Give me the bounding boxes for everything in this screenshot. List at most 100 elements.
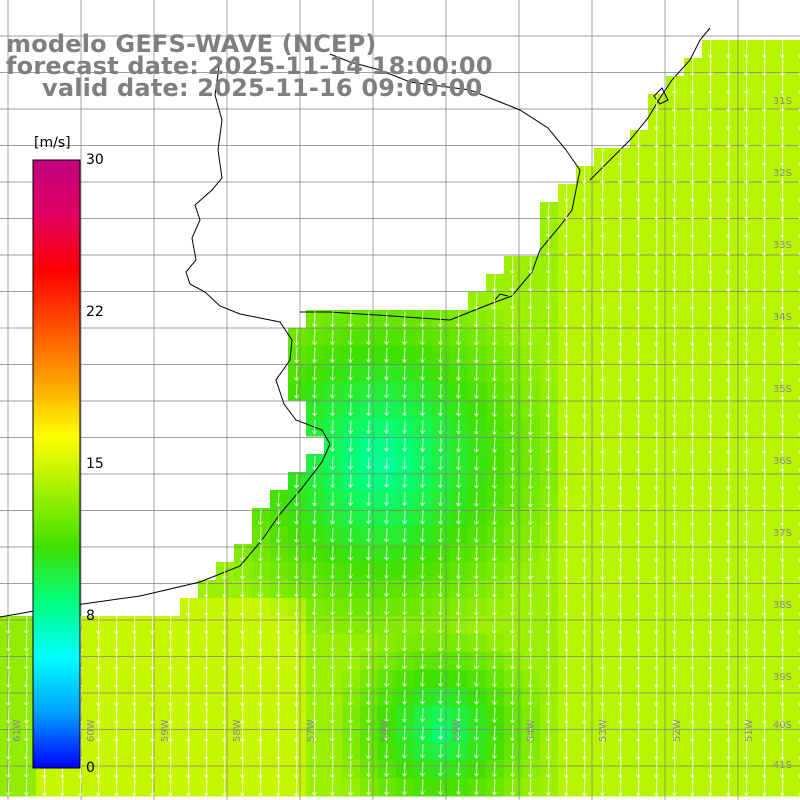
wind-cell — [594, 400, 613, 419]
wind-arrow — [402, 527, 407, 543]
wind-arrow — [618, 292, 623, 311]
wind-cell — [792, 58, 800, 77]
wind-arrow — [366, 616, 371, 634]
wind-cell — [774, 202, 793, 221]
wind-arrow — [348, 365, 353, 381]
wind-arrow — [672, 166, 677, 185]
wind-arrow — [474, 634, 479, 652]
wind-arrow — [528, 256, 533, 275]
wind-cell — [468, 778, 487, 797]
wind-arrow — [618, 310, 623, 329]
wind-arrow — [636, 310, 641, 329]
wind-cell — [558, 706, 577, 725]
wind-cell — [396, 454, 415, 473]
wind-arrow — [366, 761, 371, 778]
wind-cell — [774, 400, 793, 419]
wind-cell — [756, 346, 775, 365]
wind-arrow — [654, 742, 659, 761]
wind-cell — [792, 346, 800, 365]
wind-arrow — [510, 707, 515, 724]
wind-cell — [648, 778, 667, 797]
wind-arrow — [474, 689, 479, 705]
wind-arrow — [222, 652, 227, 671]
wind-cell — [306, 544, 325, 563]
wind-arrow — [726, 616, 731, 635]
lon-label: 54W — [526, 719, 537, 742]
wind-arrow — [762, 400, 767, 419]
wind-cell — [738, 742, 757, 761]
wind-cell — [324, 310, 343, 329]
wind-cell — [360, 634, 379, 653]
wind-arrow — [618, 598, 623, 617]
wind-cell — [630, 400, 649, 419]
wind-cell — [180, 742, 199, 761]
wind-cell — [738, 256, 757, 275]
wind-cell — [594, 508, 613, 527]
wind-arrow — [636, 778, 641, 797]
wind-arrow — [708, 634, 713, 653]
wind-arrow — [510, 437, 515, 454]
wind-arrow — [600, 742, 605, 761]
wind-arrow — [294, 688, 299, 707]
wind-arrow — [780, 418, 785, 437]
wind-arrow — [636, 238, 641, 257]
wind-cell — [324, 670, 343, 689]
wind-cell — [180, 760, 199, 779]
wind-cell — [594, 328, 613, 347]
wind-cell — [702, 382, 721, 401]
wind-arrow — [600, 562, 605, 581]
wind-cell — [648, 544, 667, 563]
wind-cell — [18, 760, 37, 779]
wind-arrow — [258, 527, 263, 544]
wind-arrow — [492, 616, 497, 635]
wind-cell — [198, 742, 217, 761]
wind-cell — [594, 472, 613, 491]
wind-cell — [684, 544, 703, 563]
wind-arrow — [654, 328, 659, 347]
wind-arrow — [798, 108, 800, 112]
forecast-date: forecast date: 2025-11-14 18:00:00 — [6, 52, 493, 80]
wind-cell — [684, 742, 703, 761]
wind-cell — [468, 508, 487, 527]
wind-cell — [522, 382, 541, 401]
wind-cell — [666, 472, 685, 491]
wind-cell — [702, 220, 721, 239]
wind-cell — [630, 328, 649, 347]
wind-arrow — [762, 184, 767, 203]
wind-arrow — [780, 562, 785, 581]
wind-arrow — [780, 706, 785, 725]
wind-arrow — [672, 130, 677, 149]
wind-arrow — [276, 724, 281, 743]
wind-arrow — [384, 474, 389, 488]
wind-arrow — [672, 400, 677, 419]
wind-arrow — [366, 474, 371, 488]
wind-cell — [216, 580, 235, 599]
wind-arrow — [546, 292, 551, 311]
wind-cell — [306, 400, 325, 419]
wind-arrow — [474, 598, 479, 616]
wind-arrow — [780, 166, 785, 185]
wind-cell — [558, 580, 577, 599]
wind-cell — [666, 166, 685, 185]
wind-arrow — [186, 760, 191, 779]
wind-arrow — [24, 742, 29, 760]
wind-arrow — [744, 526, 749, 545]
wind-arrow — [366, 634, 371, 652]
lat-label: 39S — [772, 672, 792, 683]
wind-cell — [738, 94, 757, 113]
wind-arrow — [690, 508, 695, 527]
wind-cell — [738, 580, 757, 599]
wind-cell — [738, 130, 757, 149]
wind-cell — [540, 400, 559, 419]
wind-cell — [576, 274, 595, 293]
wind-cell — [414, 724, 433, 743]
wind-cell — [0, 634, 19, 653]
wind-arrow — [672, 436, 677, 455]
wind-arrow — [780, 526, 785, 545]
wind-arrow — [798, 540, 800, 544]
wind-cell — [630, 580, 649, 599]
wind-cell — [612, 346, 631, 365]
wind-arrow — [690, 130, 695, 149]
wind-cell — [666, 76, 685, 95]
wind-arrow — [420, 634, 425, 652]
